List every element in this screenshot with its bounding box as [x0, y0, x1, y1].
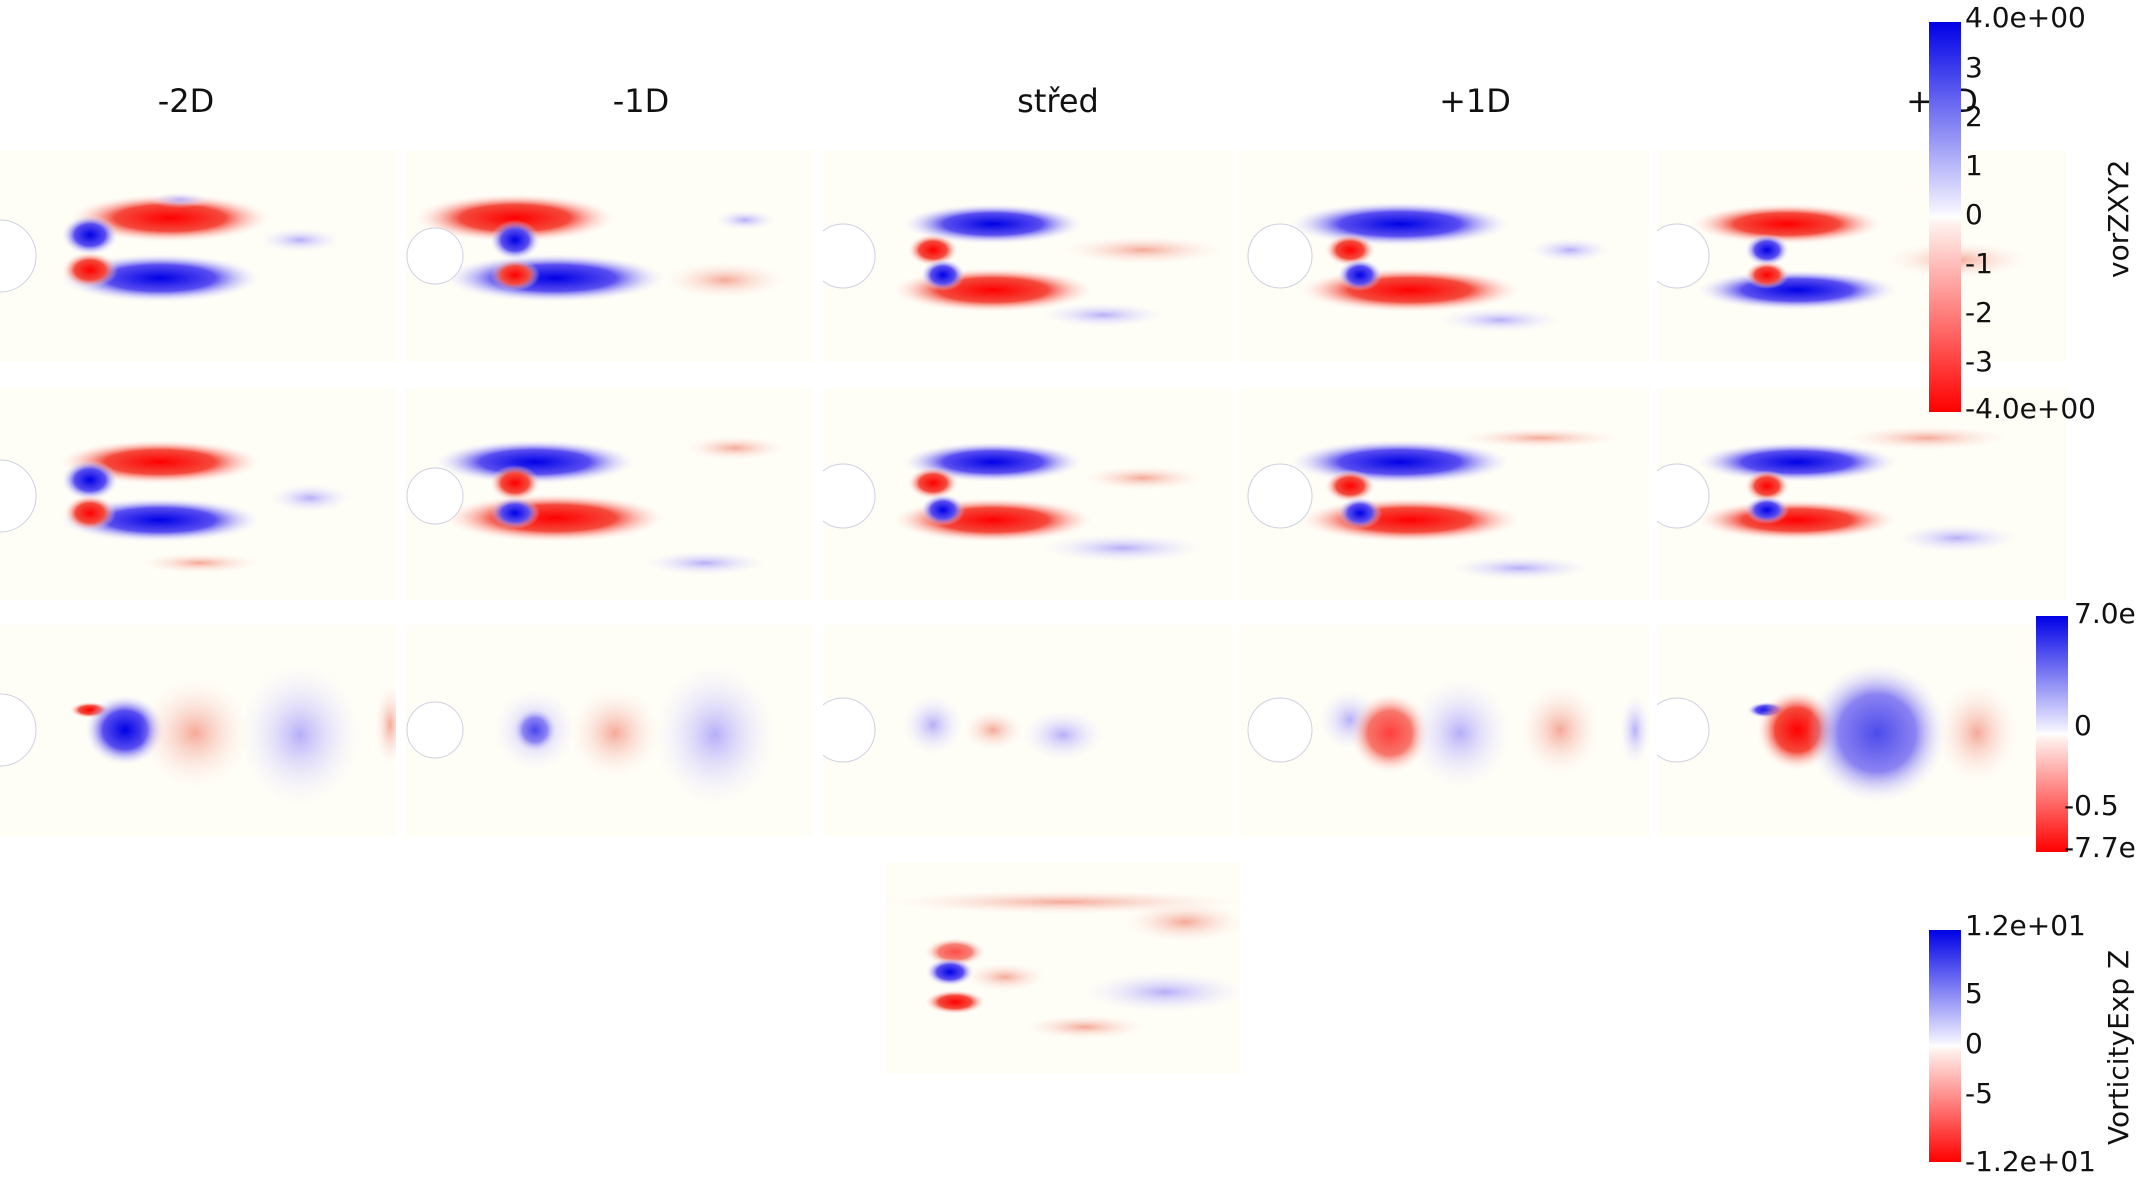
colorbar1-tick: 2	[1965, 100, 1983, 133]
colorbar1-tick: 0	[1965, 198, 1983, 231]
vorticity-panel-row3-minus-2d	[0, 625, 396, 837]
colorbar-row3	[2036, 616, 2068, 852]
colorbar1-tick: 1	[1965, 149, 1983, 182]
colorbar2-tick: 7.0e	[2074, 597, 2136, 630]
colorbar1-tick: -3	[1965, 345, 1993, 378]
column-label-minus-2d: -2D	[157, 82, 215, 120]
colorbar1-title: vorZXY2	[2102, 159, 2135, 279]
vorticity-panel-row2-plus-1d	[1240, 388, 1650, 600]
vorticity-panel-row3-plus-1d	[1240, 625, 1650, 837]
colorbar2-tick: -0.5	[2064, 789, 2119, 822]
vorticity-panel-row1-plus-2d	[1657, 150, 2067, 362]
colorbar3-tick: 1.2e+01	[1965, 909, 2086, 942]
column-label-minus-1d: -1D	[612, 82, 670, 120]
colorbar-vorzxy2	[1929, 22, 1961, 412]
vorticity-panel-row2-minus-1d	[405, 388, 812, 600]
vorticity-panel-row2-center	[823, 388, 1233, 600]
colorbar3-tick: 5	[1965, 977, 1983, 1010]
vorticity-panel-row3-center	[823, 625, 1233, 837]
vorticity-panel-row2-minus-2d	[0, 388, 396, 600]
colorbar1-tick: -1	[1965, 247, 1993, 280]
colorbar2-tick: 0	[2074, 709, 2092, 742]
colorbar-vorticityexp-z	[1929, 930, 1961, 1162]
colorbar3-tick: 0	[1965, 1027, 1983, 1060]
colorbar3-title: VorticityExp Z	[2102, 949, 2135, 1145]
vorticity-panel-row2-plus-2d	[1657, 388, 2067, 600]
colorbar1-tick: -2	[1965, 296, 1993, 329]
colorbar3-tick: -1.2e+01	[1965, 1145, 2096, 1178]
vorticity-panel-row3-minus-1d	[405, 625, 812, 837]
column-label-center: střed	[1017, 82, 1099, 120]
colorbar1-tick: 3	[1965, 51, 1983, 84]
column-label-plus-1d: +1D	[1439, 82, 1511, 120]
vorticity-panel-row1-minus-2d	[0, 150, 396, 362]
vorticity-panel-row1-center	[823, 150, 1233, 362]
vorticity-panel-row3-plus-2d	[1657, 625, 2067, 837]
colorbar3-tick: -5	[1965, 1077, 1993, 1110]
vorticity-panel-row1-minus-1d	[405, 150, 812, 362]
vorticity-panel-experiment	[885, 862, 1240, 1074]
colorbar2-tick: -7.7e	[2064, 831, 2136, 864]
vorticity-panel-row1-plus-1d	[1240, 150, 1650, 362]
colorbar1-tick: -4.0e+00	[1965, 392, 2096, 425]
colorbar1-tick: 4.0e+00	[1965, 1, 2086, 34]
